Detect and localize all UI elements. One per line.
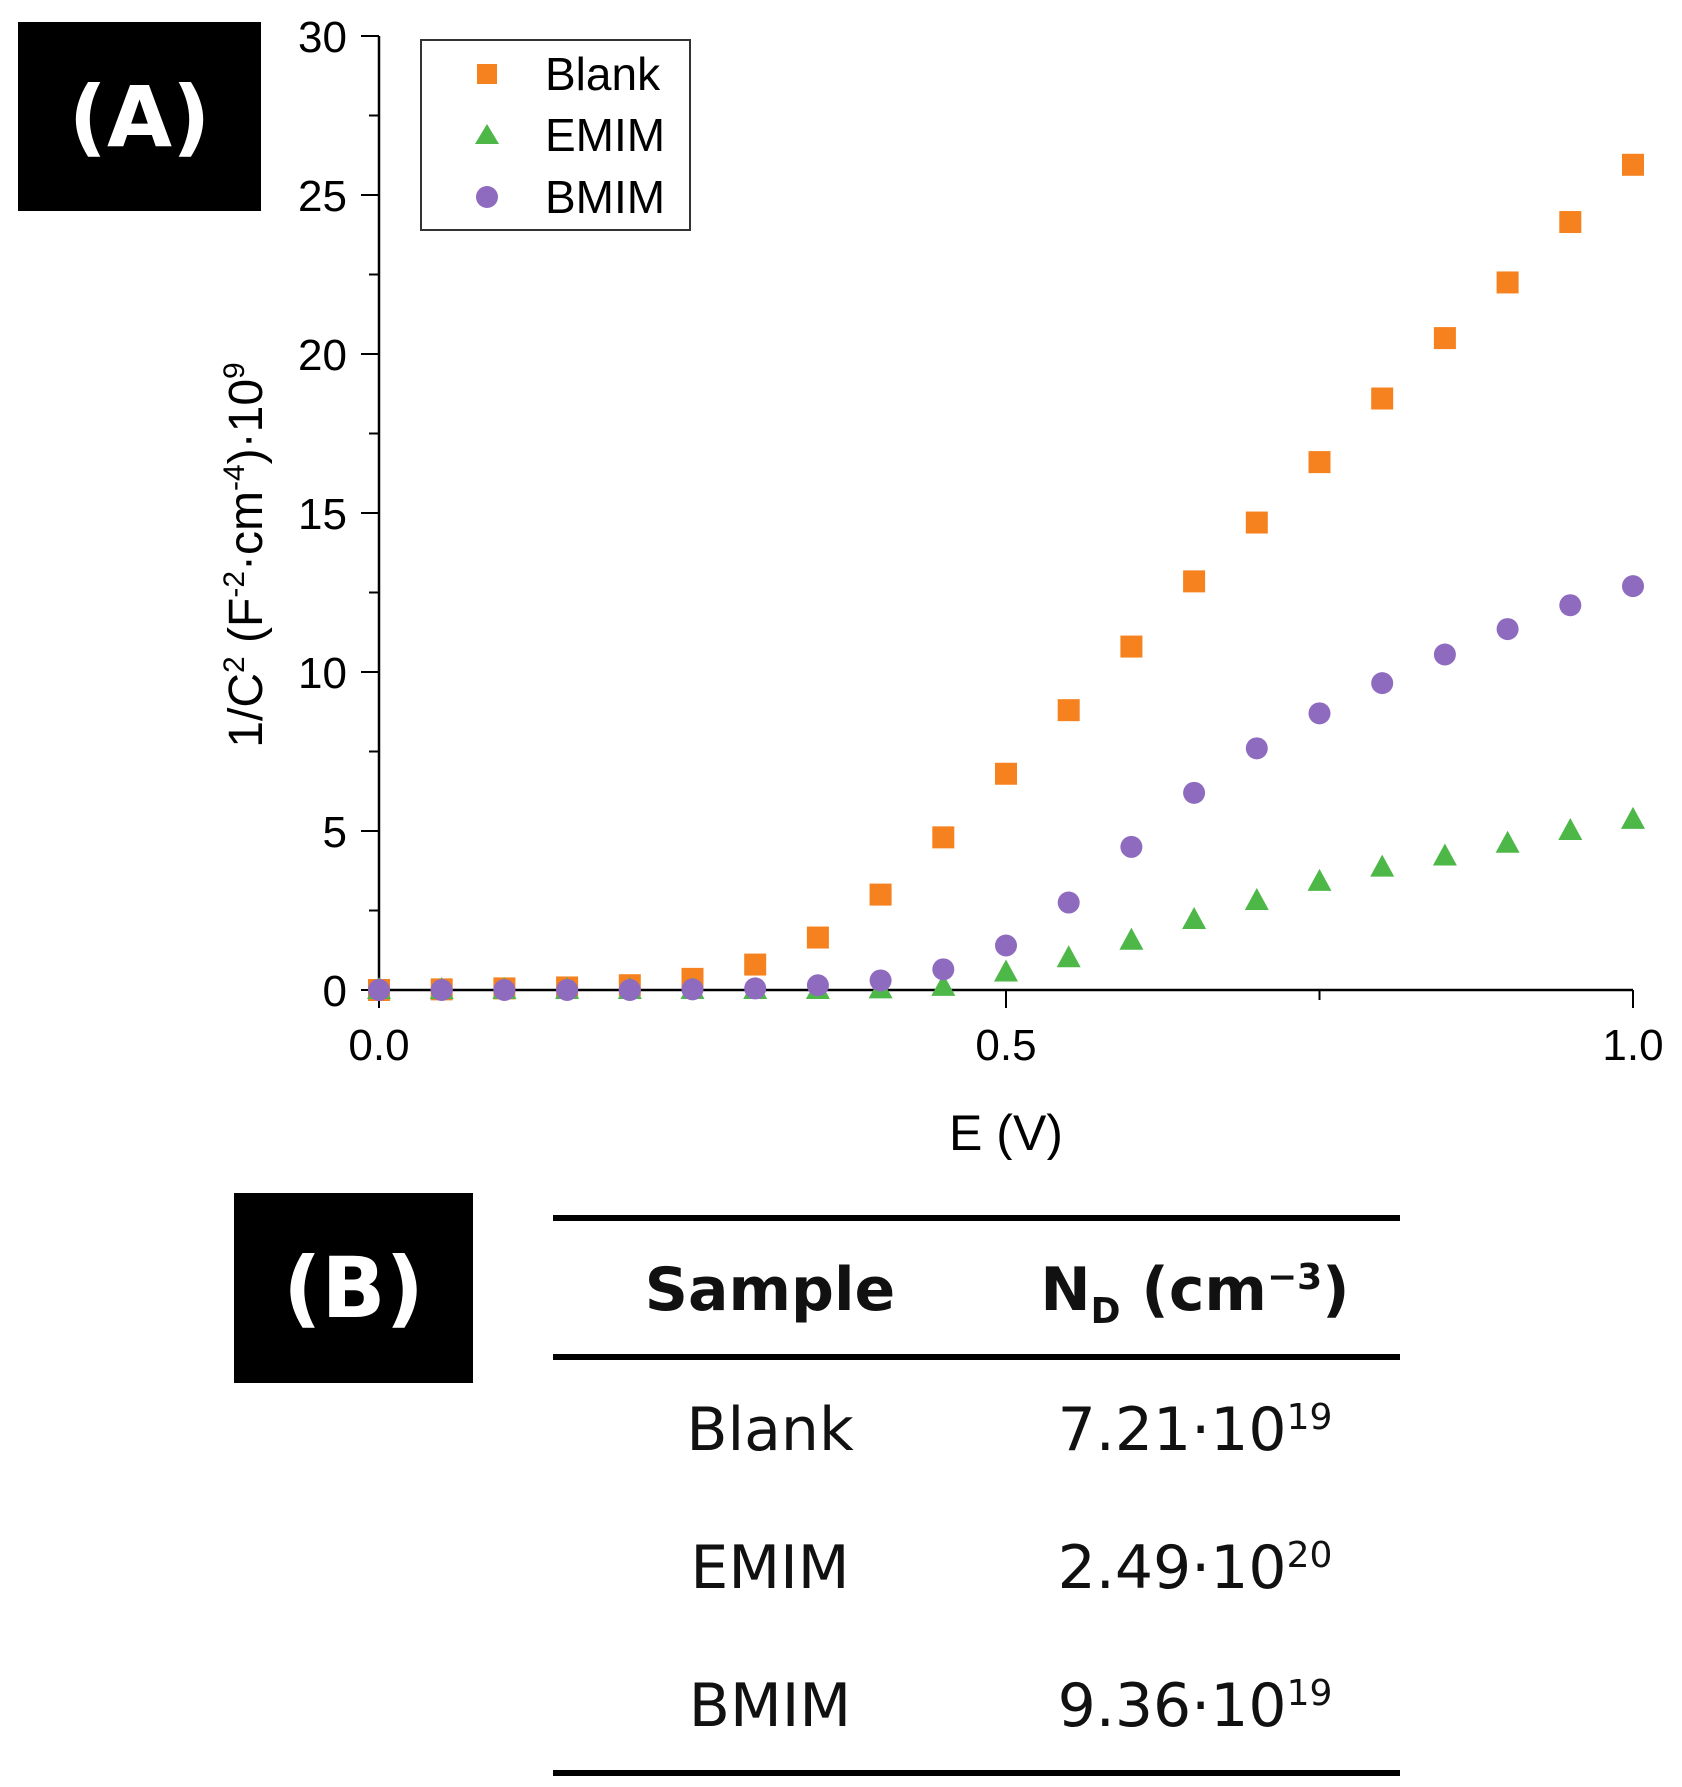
legend-box <box>420 39 691 231</box>
data-point-emim <box>1307 868 1332 891</box>
table-row-1-sample: EMIM <box>690 1533 850 1603</box>
data-point-blank <box>1183 570 1206 593</box>
legend-label-emim: EMIM <box>545 109 665 161</box>
data-point-bmim <box>430 979 453 1001</box>
data-marks <box>367 153 1645 1001</box>
table-header-rule <box>553 1354 1400 1360</box>
x-axis-label: E (V) <box>949 1105 1063 1160</box>
y-tick-label: 0 <box>323 967 347 1016</box>
tick-labels: 0 5 10 15 20 25 30 0.0 0.5 1.0 <box>298 13 1664 1070</box>
data-point-bmim <box>1622 575 1644 598</box>
data-point-bmim <box>681 978 704 1001</box>
data-point-bmim <box>1308 702 1331 725</box>
data-point-bmim <box>1245 737 1268 760</box>
table-header-sample: Sample <box>644 1255 896 1325</box>
data-point-blank <box>1120 635 1143 658</box>
legend: Blank EMIM BMIM <box>420 39 691 231</box>
x-tick-label: 0.5 <box>975 1021 1036 1070</box>
y-tick-label: 15 <box>298 490 347 539</box>
data-point-bmim <box>1371 672 1394 695</box>
legend-marker-blank <box>477 64 497 84</box>
data-point-blank <box>744 953 767 976</box>
data-point-blank <box>869 883 892 906</box>
data-point-bmim <box>493 979 516 1001</box>
data-point-blank <box>1433 327 1456 350</box>
data-point-blank <box>995 762 1017 785</box>
table-row-1-value: 2.49·1020 <box>1057 1533 1333 1603</box>
data-point-bmim <box>869 969 892 992</box>
x-tick-label: 0.0 <box>348 1021 409 1070</box>
legend-marker-emim <box>475 124 499 144</box>
y-tick-label: 20 <box>298 331 347 380</box>
legend-marker-bmim <box>476 186 498 208</box>
y-axis-label: 1/C2 (F-2·cm-4)·109 <box>218 362 273 747</box>
data-point-blank <box>1308 451 1331 474</box>
data-point-bmim <box>1183 781 1206 804</box>
data-point-bmim <box>995 934 1017 957</box>
table-row-0-value: 7.21·1019 <box>1057 1395 1333 1465</box>
y-tick-label: 30 <box>298 13 347 62</box>
data-point-emim <box>1119 927 1144 950</box>
data-point-bmim <box>618 979 641 1001</box>
data-point-emim <box>931 973 956 996</box>
data-point-blank <box>1496 271 1519 294</box>
data-point-bmim <box>1433 643 1456 666</box>
data-point-blank <box>1245 511 1268 534</box>
data-point-bmim <box>1057 891 1080 914</box>
data-point-emim <box>1432 843 1457 866</box>
y-tick-label: 25 <box>298 172 347 221</box>
series-emim <box>367 806 1645 999</box>
data-point-bmim <box>806 974 829 997</box>
x-tick-label: 1.0 <box>1602 1021 1663 1070</box>
series-blank <box>368 153 1644 1001</box>
ticks <box>361 35 1634 1008</box>
data-point-emim <box>1621 806 1645 829</box>
panel-a-label: (A) <box>18 22 261 211</box>
data-point-blank <box>1559 211 1582 234</box>
chart-a: 0 5 10 15 20 25 30 0.0 0.5 1.0 E (V) 1/C2 (F-2·cm… <box>218 13 1664 1160</box>
data-point-emim <box>1056 945 1081 968</box>
data-point-bmim <box>1120 835 1143 858</box>
data-point-bmim <box>1496 618 1519 641</box>
table-row-0-sample: Blank <box>686 1395 854 1465</box>
data-point-emim <box>1495 830 1520 853</box>
data-point-emim <box>994 959 1018 982</box>
y-tick-label: 10 <box>298 649 347 698</box>
series-bmim <box>368 575 1644 1001</box>
data-point-blank <box>932 826 955 849</box>
data-point-bmim <box>556 979 579 1001</box>
legend-label-bmim: BMIM <box>545 171 665 223</box>
table-row-2-sample: BMIM <box>688 1671 852 1741</box>
data-point-emim <box>1182 907 1207 930</box>
table-bottom-rule <box>553 1770 1400 1776</box>
y-tick-label: 5 <box>323 808 347 857</box>
data-point-blank <box>1057 699 1080 722</box>
legend-label-blank: Blank <box>545 48 661 100</box>
data-point-emim <box>1558 818 1583 840</box>
table-row-2-value: 9.36·1019 <box>1057 1671 1333 1741</box>
data-point-bmim <box>744 977 767 1000</box>
data-point-emim <box>1370 854 1395 877</box>
panel-b-label: (B) <box>234 1193 473 1383</box>
data-point-emim <box>1244 887 1269 910</box>
data-point-blank <box>1371 387 1394 410</box>
data-point-bmim <box>368 979 390 1001</box>
data-point-blank <box>1622 153 1644 176</box>
table-top-rule <box>553 1215 1400 1221</box>
data-point-blank <box>806 926 829 949</box>
table-header-nd: ND (cm−3) <box>1040 1255 1350 1332</box>
data-point-bmim <box>1559 594 1582 617</box>
data-point-bmim <box>932 958 955 981</box>
